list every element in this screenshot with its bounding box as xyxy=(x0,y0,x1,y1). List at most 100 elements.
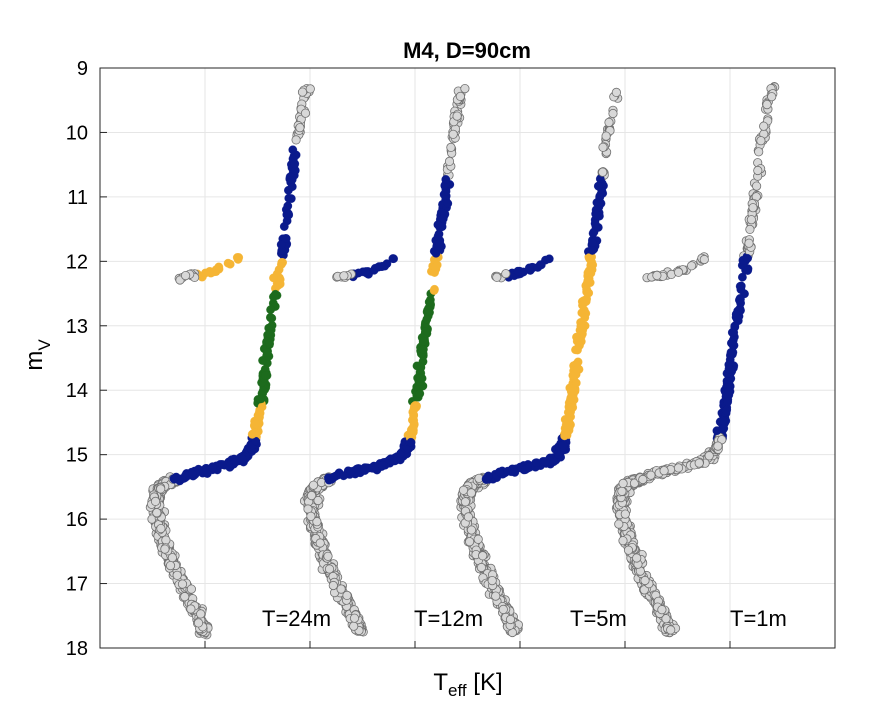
star-point xyxy=(754,147,764,157)
grid xyxy=(100,68,835,648)
star-point xyxy=(267,313,277,323)
star-point xyxy=(673,267,684,277)
star-point xyxy=(424,305,433,315)
star-point xyxy=(223,258,233,268)
star-point xyxy=(306,490,317,501)
star-point xyxy=(738,272,747,282)
star-point xyxy=(448,129,458,139)
star-point xyxy=(422,315,432,324)
plot-frame xyxy=(99,67,836,649)
star-point xyxy=(360,466,370,475)
star-point xyxy=(208,463,217,473)
star-point xyxy=(558,440,568,450)
star-point xyxy=(617,486,627,496)
star-point xyxy=(751,181,762,191)
star-point xyxy=(186,584,196,594)
star-point xyxy=(730,321,740,331)
star-point xyxy=(659,466,669,476)
star-point xyxy=(694,458,704,468)
star-point xyxy=(429,286,439,295)
star-point xyxy=(590,219,600,228)
star-point xyxy=(639,585,649,595)
star-point xyxy=(753,165,763,176)
star-point xyxy=(278,258,287,267)
star-point xyxy=(188,469,197,479)
star-point xyxy=(713,441,723,451)
star-point xyxy=(727,338,736,348)
star-point xyxy=(640,575,650,586)
star-point xyxy=(339,471,348,481)
star-point xyxy=(266,305,275,315)
star-point xyxy=(329,472,338,482)
star-point xyxy=(598,167,608,177)
star-point xyxy=(247,429,257,439)
star-point xyxy=(463,512,473,522)
star-point xyxy=(416,373,425,383)
star-point xyxy=(568,403,578,412)
star-point xyxy=(177,579,188,589)
star-point xyxy=(719,423,729,433)
star-point xyxy=(160,544,170,554)
star-point xyxy=(724,386,733,396)
panel-labels: T=24m T=12m T=5m T=1m xyxy=(262,606,787,631)
star-point xyxy=(214,262,224,272)
star-point xyxy=(587,238,597,248)
star-point xyxy=(257,402,267,412)
star-point xyxy=(592,210,601,220)
star-point xyxy=(588,246,597,255)
star-point xyxy=(632,553,642,563)
star-point xyxy=(150,496,161,506)
star-point xyxy=(604,117,614,128)
star-point xyxy=(156,484,166,494)
star-point xyxy=(476,562,486,573)
panel-label: T=12m xyxy=(414,606,483,631)
star-point xyxy=(349,613,360,623)
star-point xyxy=(524,263,534,273)
star-point xyxy=(540,457,550,466)
star-point xyxy=(315,538,325,548)
star-point xyxy=(407,424,417,433)
star-point xyxy=(726,348,736,357)
star-point xyxy=(284,193,294,203)
star-point xyxy=(433,220,443,230)
star-point xyxy=(152,508,162,518)
star-point xyxy=(312,517,322,527)
star-point xyxy=(492,272,502,282)
star-point xyxy=(441,175,451,184)
star-point xyxy=(279,222,289,231)
star-point xyxy=(673,463,684,473)
star-point xyxy=(478,551,488,561)
star-point xyxy=(657,605,667,615)
star-point xyxy=(762,100,772,110)
x-axis-label: Teff [K] xyxy=(433,669,502,700)
star-point xyxy=(501,269,511,279)
star-point xyxy=(460,84,470,94)
star-point xyxy=(324,564,335,574)
star-point xyxy=(262,348,272,358)
star-point xyxy=(452,111,462,121)
star-point xyxy=(389,254,398,264)
star-point xyxy=(339,271,349,281)
star-point xyxy=(744,238,754,248)
star-point xyxy=(256,394,265,404)
y-tick-label: 15 xyxy=(66,445,88,467)
star-point xyxy=(532,458,541,468)
star-point xyxy=(300,108,311,118)
y-tick-label: 14 xyxy=(66,380,88,402)
star-point xyxy=(466,525,477,535)
star-point xyxy=(172,570,182,580)
star-point xyxy=(464,537,475,547)
y-tick-label: 18 xyxy=(66,638,88,660)
star-point xyxy=(431,262,441,272)
star-point xyxy=(261,371,270,380)
star-point xyxy=(377,262,387,271)
star-point xyxy=(288,145,298,155)
chart-title: M4, D=90cm xyxy=(403,38,531,63)
star-point xyxy=(435,238,445,248)
star-point xyxy=(584,288,594,298)
star-point xyxy=(419,345,428,354)
star-point xyxy=(704,451,714,461)
star-point xyxy=(736,281,746,291)
star-point xyxy=(346,467,356,476)
star-point xyxy=(620,509,630,519)
